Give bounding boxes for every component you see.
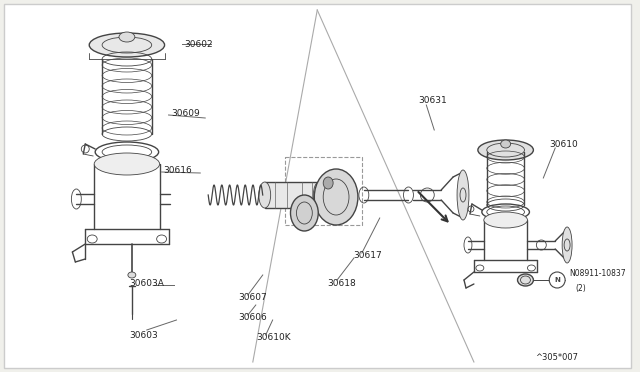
Text: ^305*007: ^305*007 [536,353,579,362]
Text: 30602: 30602 [184,39,213,48]
Text: 30610: 30610 [549,140,578,148]
Ellipse shape [562,227,572,263]
Ellipse shape [94,153,159,175]
Text: N08911-10837: N08911-10837 [569,269,626,279]
Text: 30609: 30609 [172,109,200,118]
Bar [285,157,362,225]
Text: (2): (2) [575,283,586,292]
Text: 30618: 30618 [327,279,356,288]
Text: 30617: 30617 [353,250,381,260]
Ellipse shape [500,140,511,148]
Circle shape [549,272,565,288]
Text: 30606: 30606 [238,314,267,323]
Text: N: N [554,277,560,283]
Text: 30610K: 30610K [256,334,291,343]
Ellipse shape [457,170,469,220]
Ellipse shape [128,272,136,278]
Text: 30631: 30631 [419,96,447,105]
Ellipse shape [291,195,318,231]
Text: 30616: 30616 [164,166,193,174]
Text: 30603: 30603 [129,330,157,340]
Ellipse shape [89,33,164,57]
Ellipse shape [484,212,527,228]
Text: 30607: 30607 [238,294,267,302]
Ellipse shape [323,177,333,189]
Ellipse shape [259,182,271,208]
Ellipse shape [478,140,533,160]
Text: 30603A: 30603A [129,279,164,288]
Ellipse shape [119,32,135,42]
Ellipse shape [314,182,325,208]
Bar [265,182,319,208]
Ellipse shape [314,169,358,225]
Ellipse shape [518,274,533,286]
